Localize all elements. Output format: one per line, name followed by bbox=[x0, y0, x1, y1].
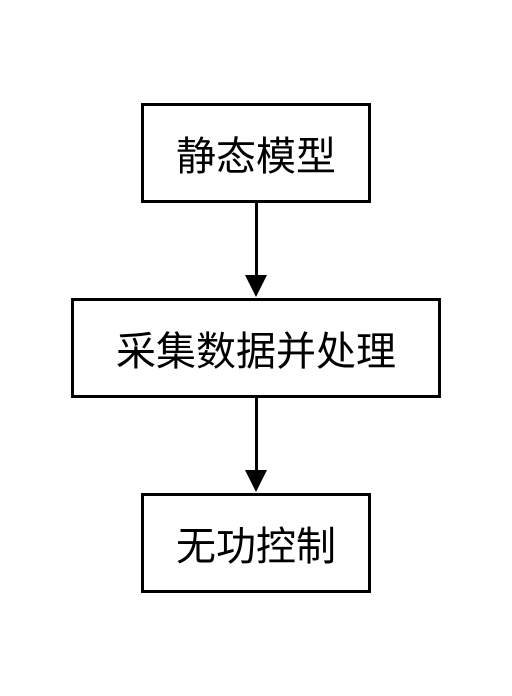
flowchart-node-collect-process: 采集数据并处理 bbox=[71, 298, 441, 398]
flowchart-node-static-model: 静态模型 bbox=[141, 103, 371, 203]
arrow-line bbox=[255, 398, 258, 470]
node-label: 无功控制 bbox=[176, 524, 336, 569]
node-label: 采集数据并处理 bbox=[116, 329, 396, 374]
flowchart-arrow-2 bbox=[245, 398, 267, 493]
node-label: 静态模型 bbox=[176, 134, 336, 179]
flowchart-container: 静态模型 采集数据并处理 无功控制 bbox=[71, 103, 441, 593]
arrow-head-icon bbox=[245, 275, 267, 297]
flowchart-node-reactive-control: 无功控制 bbox=[141, 493, 371, 593]
arrow-head-icon bbox=[245, 470, 267, 492]
arrow-line bbox=[255, 203, 258, 275]
flowchart-arrow-1 bbox=[245, 203, 267, 298]
